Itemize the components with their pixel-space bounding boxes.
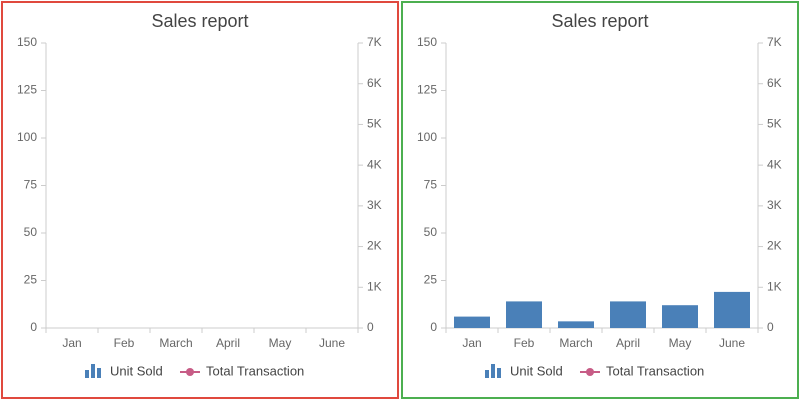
bar xyxy=(662,305,698,328)
y-tick-label: 25 xyxy=(24,273,38,287)
panel-border xyxy=(401,1,799,399)
y-tick-label: 150 xyxy=(17,35,37,49)
y-tick-label: 50 xyxy=(24,225,38,239)
chart-title: Sales report xyxy=(151,11,248,31)
chart-panel: Sales report 0 25 50 75 100 125 150 0 1K 2K 3K 4K 5K 6… xyxy=(401,1,799,399)
y-tick-label: 100 xyxy=(417,130,437,144)
y2-tick-label: 0 xyxy=(767,320,774,334)
x-tick-label: May xyxy=(269,336,292,350)
y2-tick-label: 3K xyxy=(767,198,782,212)
chart-title: Sales report xyxy=(551,11,648,31)
legend-icon xyxy=(586,368,594,376)
y-tick-label: 50 xyxy=(424,225,438,239)
x-tick-label: Jan xyxy=(62,336,81,350)
x-tick-label: June xyxy=(719,336,745,350)
y2-tick-label: 7K xyxy=(367,35,382,49)
x-tick-label: Feb xyxy=(114,336,135,350)
chart-panel: Sales report 0 25 50 75 100 125 150 0 1K 2K 3K 4K 5K 6… xyxy=(1,1,399,399)
legend-label: Unit Sold xyxy=(510,363,563,378)
legend-icon xyxy=(491,364,495,378)
y2-tick-label: 2K xyxy=(367,239,382,253)
x-tick-label: May xyxy=(669,336,692,350)
y2-tick-label: 7K xyxy=(767,35,782,49)
y-tick-label: 0 xyxy=(30,320,37,334)
y-tick-label: 0 xyxy=(430,320,437,334)
bar xyxy=(714,291,750,328)
x-tick-label: Jan xyxy=(462,336,481,350)
panel-border xyxy=(1,1,399,399)
legend-label: Unit Sold xyxy=(110,363,163,378)
bar xyxy=(506,301,542,328)
y2-tick-label: 1K xyxy=(767,279,782,293)
legend-icon xyxy=(485,370,489,378)
y-tick-label: 125 xyxy=(417,83,437,97)
bar xyxy=(454,316,490,328)
y2-tick-label: 2K xyxy=(767,239,782,253)
legend-icon xyxy=(497,368,501,378)
bar xyxy=(610,301,646,328)
y-tick-label: 125 xyxy=(17,83,37,97)
y2-tick-label: 1K xyxy=(367,279,382,293)
y2-tick-label: 4K xyxy=(367,157,382,171)
y2-tick-label: 6K xyxy=(767,76,782,90)
y-tick-label: 75 xyxy=(424,178,438,192)
x-tick-label: April xyxy=(216,336,240,350)
legend-label: Total Transaction xyxy=(206,363,304,378)
x-tick-label: June xyxy=(319,336,345,350)
legend-icon xyxy=(186,368,194,376)
y2-tick-label: 5K xyxy=(767,117,782,131)
legend-icon xyxy=(97,368,101,378)
bar xyxy=(558,321,594,328)
y2-tick-label: 4K xyxy=(767,157,782,171)
legend-label: Total Transaction xyxy=(606,363,704,378)
y2-tick-label: 6K xyxy=(367,76,382,90)
y-tick-label: 75 xyxy=(24,178,38,192)
y2-tick-label: 5K xyxy=(367,117,382,131)
x-tick-label: April xyxy=(616,336,640,350)
y2-tick-label: 3K xyxy=(367,198,382,212)
y-tick-label: 100 xyxy=(17,130,37,144)
legend-icon xyxy=(91,364,95,378)
y-tick-label: 150 xyxy=(417,35,437,49)
legend-icon xyxy=(85,370,89,378)
y2-tick-label: 0 xyxy=(367,320,374,334)
x-tick-label: March xyxy=(159,336,192,350)
x-tick-label: March xyxy=(559,336,592,350)
y-tick-label: 25 xyxy=(424,273,438,287)
x-tick-label: Feb xyxy=(514,336,535,350)
